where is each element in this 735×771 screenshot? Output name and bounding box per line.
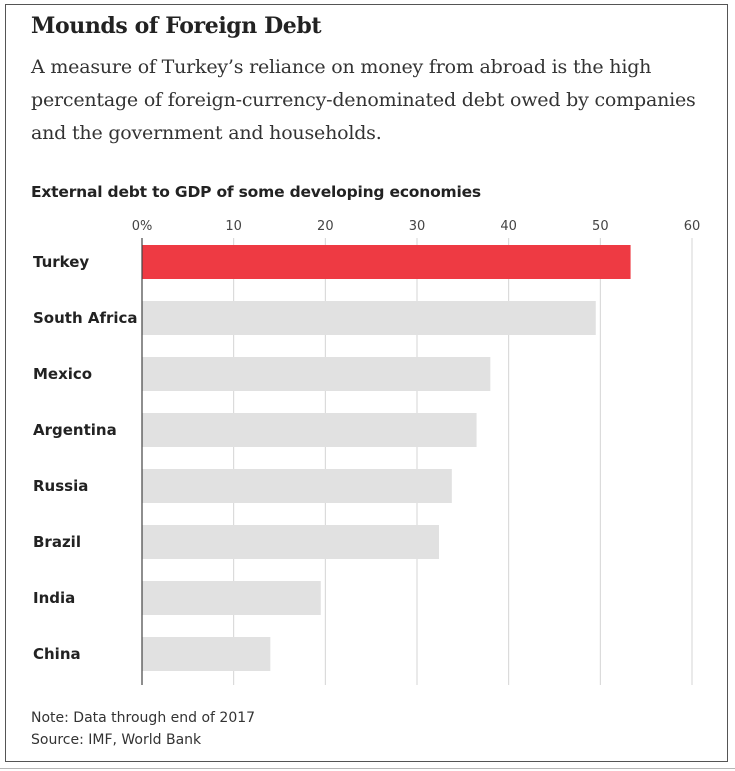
bar (142, 469, 452, 503)
bar (142, 413, 477, 447)
category-label: South Africa (33, 309, 138, 327)
x-tick-label: 0% (132, 219, 153, 234)
category-label: Brazil (33, 533, 81, 551)
category-label: Russia (33, 477, 88, 495)
x-tick-label: 20 (317, 219, 334, 234)
bar (142, 301, 596, 335)
bar (142, 357, 491, 391)
bar (142, 581, 321, 615)
chart-footer: Note: Data through end of 2017 Source: I… (31, 707, 255, 751)
x-tick-label: 10 (225, 219, 242, 234)
bottom-divider (0, 768, 735, 769)
bar (142, 525, 439, 559)
category-label: India (33, 589, 75, 607)
category-label: China (33, 645, 81, 663)
category-label: Mexico (33, 365, 92, 383)
category-label: Argentina (33, 421, 117, 439)
chart-dek: A measure of Turkey’s reliance on money … (31, 56, 696, 144)
x-tick-label: 60 (684, 219, 701, 234)
chart-headline: Mounds of Foreign Debt (31, 13, 322, 39)
bar (142, 637, 271, 671)
category-label: Turkey (33, 253, 89, 271)
x-tick-label: 50 (592, 219, 609, 234)
x-tick-label: 30 (409, 219, 426, 234)
chart-source: Source: IMF, World Bank (31, 732, 202, 748)
x-tick-label: 40 (500, 219, 517, 234)
bar (142, 245, 631, 279)
chart-note: Note: Data through end of 2017 (31, 710, 256, 726)
chart-title: External debt to GDP of some developing … (31, 183, 481, 201)
